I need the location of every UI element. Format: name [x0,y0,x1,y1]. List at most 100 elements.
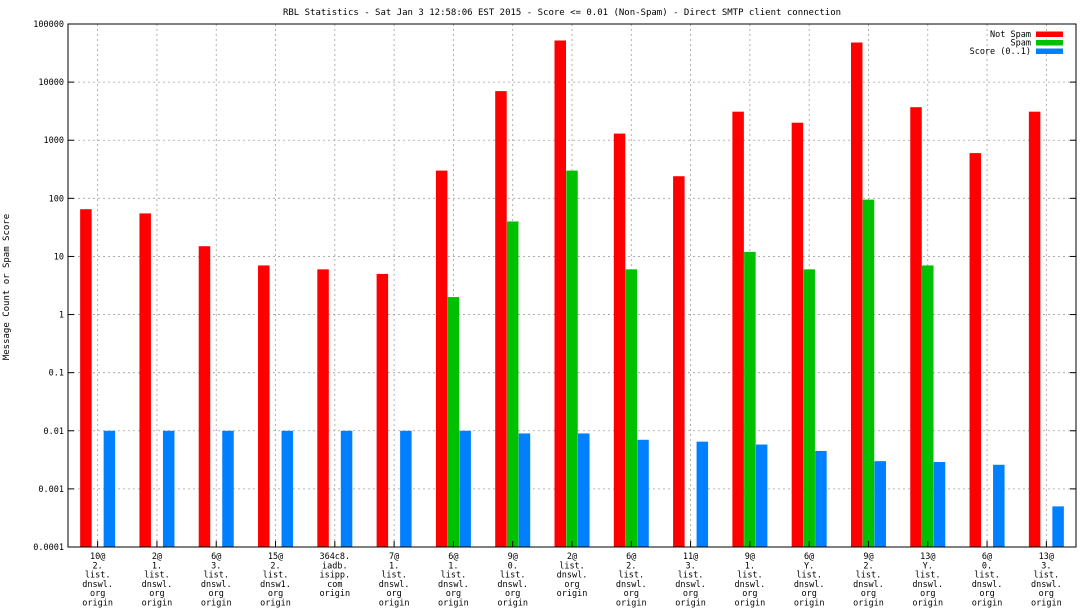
bar-not-spam [376,273,389,547]
bar-not-spam [435,170,448,547]
x-tick-label-line: dnswl. [497,580,528,590]
bar-spam [506,221,519,547]
x-tick-label-line: dnswl. [794,580,825,590]
bar-spam [744,251,756,547]
x-tick-label-line: origin [142,599,173,609]
x-tick-label-line: 10@ [90,552,105,562]
x-tick-label-line: origin [319,589,350,599]
x-tick-label-line: list. [559,561,585,571]
bar-score-0-1 [340,430,353,547]
x-tick-label-line: org [90,589,105,599]
x-tick-label: 15@ 2. list. dnsw1. org origin [260,552,291,609]
x-tick-label: 364c8. iadb. isipp. com origin [319,552,350,599]
bar-not-spam [495,91,507,547]
x-tick-label: 7@ 1. list. dnswl. org origin [379,552,410,609]
bar-not-spam [1028,111,1041,548]
x-tick-label-line: 3. [211,561,221,571]
x-tick-label-line: dnswl. [379,580,410,590]
legend-label: Not Spam [990,30,1031,40]
x-tick-label-line: list. [381,571,407,581]
bar-score-0-1 [755,444,768,547]
x-tick-label: 9@ 1. list. dnswl. org origin [735,552,766,609]
x-tick-label-line: 7@ [389,552,399,562]
x-tick-label-line: 6@ [626,552,636,562]
x-tick-label-line: dnswl. [616,580,647,590]
x-tick-label-line: dnswl. [82,580,113,590]
x-tick-label-line: dnswl. [735,580,766,590]
x-tick-label-line: org [149,589,164,599]
x-tick-label-line: 364c8. [319,552,350,562]
x-tick-label: 13@ 3. list. dnswl. org origin [1031,552,1062,609]
x-tick-label-line: origin [260,599,291,609]
x-tick-label: 10@ 2. list. dnswl. org origin [82,552,113,609]
plot-frame [67,23,1077,548]
bar-spam [922,265,934,547]
x-tick-label-line: org [683,589,698,599]
x-tick-label-line: dnswl. [557,571,588,581]
bar-score-0-1 [281,430,294,547]
x-tick-label-line: com [327,580,342,590]
bar-not-spam [673,176,685,547]
bar-not-spam [732,111,744,548]
bar-score-0-1 [933,462,946,547]
bar-not-spam [258,265,270,547]
x-tick-label-line: org [505,589,520,599]
legend-swatch [1036,31,1063,37]
chart-title: RBL Statistics - Sat Jan 3 12:58:06 EST … [283,8,841,18]
x-tick-label-line: list. [974,571,1000,581]
x-tick-label-line: list. [618,571,644,581]
x-tick-label-line: list. [203,571,229,581]
x-tick-label-line: origin [557,589,588,599]
bar-score-0-1 [103,430,116,547]
bar-score-0-1 [578,433,590,547]
x-tick-label-line: isipp. [319,571,350,581]
y-axis-label: Message Count or Spam Score [2,214,12,360]
y-tick-label: 100000 [33,20,64,30]
bar-not-spam [613,133,626,548]
y-tick-label: 10 [54,252,64,262]
x-tick-label-line: 1. [389,561,399,571]
x-tick-label-line: dnswl. [1031,580,1062,590]
x-tick-label-line: 2@ [567,552,577,562]
x-tick-label-line: dnsw1. [260,580,291,590]
x-tick-label-line: origin [675,599,706,609]
x-tick-label: 6@ 1. list. dnswl. org origin [438,552,469,609]
bar-not-spam [80,209,92,547]
x-tick-label-line: list. [85,571,111,581]
x-tick-label-line: org [209,589,224,599]
bars [80,40,1064,548]
x-tick-label-line: origin [82,599,113,609]
bar-spam [803,269,815,547]
x-tick-label: 2@ list. dnswl. org origin [557,552,588,599]
bar-spam [566,170,578,547]
x-tick-label-line: dnswl. [675,580,706,590]
x-tick-label-line: 3. [685,561,695,571]
x-tick-label-line: 2. [863,561,873,571]
x-tick-label-line: origin [497,599,528,609]
x-tick-label: 6@ 2. list. dnswl. org origin [616,552,647,609]
x-tick-label-line: org [861,589,876,599]
x-tick-label-line: list. [856,571,882,581]
x-tick-label-line: 15@ [268,552,283,562]
x-tick-label-line: origin [794,599,825,609]
x-tick-label-line: org [268,589,283,599]
bar-not-spam [850,42,863,547]
x-tick-label-line: origin [735,599,766,609]
x-tick-label-line: origin [1031,599,1062,609]
x-tick-label-line: list. [263,571,289,581]
bar-not-spam [791,122,804,547]
x-tick-label-line: org [742,589,757,599]
x-tick-label-line: org [1039,589,1054,599]
x-tick-label-line: 9@ [508,552,518,562]
x-tick-label-line: 11@ [683,552,698,562]
x-tick-label-line: dnswl. [853,580,884,590]
y-tick-label: 0.0001 [33,543,64,553]
x-tick-label-line: org [979,589,994,599]
x-tick-label-line: list. [441,571,467,581]
bar-score-0-1 [400,430,412,547]
x-tick-label-line: 9@ [745,552,755,562]
y-tick-label: 1 [59,311,64,321]
x-tick-label-line: origin [201,599,232,609]
